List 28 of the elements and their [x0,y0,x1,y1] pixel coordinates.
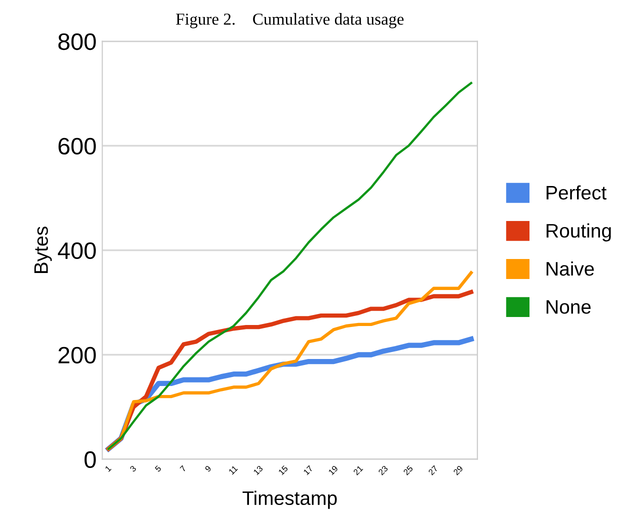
chart-title: Figure 2. Cumulative data usage [176,13,404,28]
x-tick-label: 7 [180,465,186,472]
legend-label: Naive [546,261,594,276]
x-tick-label: 17 [303,465,314,476]
legend-label: Perfect [546,185,606,200]
x-tick-label: 11 [228,465,238,475]
y-axis-title: Bytes [34,226,52,273]
x-tick-label: 1 [104,465,112,472]
y-tick-label: 400 [58,242,96,260]
y-tick-label: 0 [84,451,96,468]
x-tick-label: 23 [378,465,388,476]
x-tick-label: 9 [204,465,212,472]
y-tick-label: 200 [58,346,96,364]
y-tick-label: 800 [58,33,96,50]
x-axis-title: Timestamp [242,490,337,509]
x-tick-label: 3 [130,465,137,472]
x-tick-label: 15 [278,465,288,476]
x-tick-label: 5 [154,465,162,472]
y-tick-label: 600 [58,138,96,155]
x-tick-label: 13 [253,465,264,476]
x-tick-label: 25 [403,465,414,476]
legend-label: Routing [546,223,611,242]
x-tick-label: 19 [328,465,338,476]
x-tick-label: 27 [428,465,438,476]
x-tick-label: 29 [453,465,464,476]
x-tick-label: 21 [353,465,364,476]
legend-label: None [546,300,591,314]
line-series [107,82,472,450]
